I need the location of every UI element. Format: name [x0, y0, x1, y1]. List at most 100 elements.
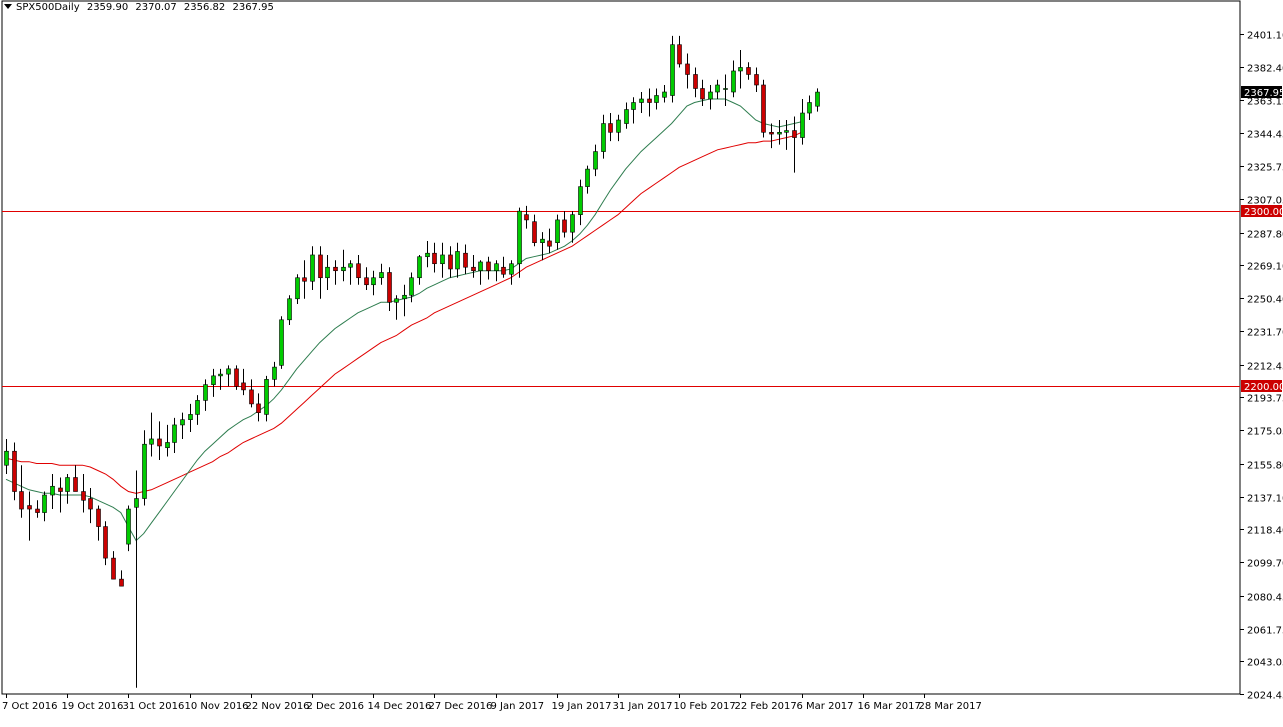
candle-bearish: [157, 438, 162, 447]
candle-bearish: [81, 491, 86, 501]
x-axis-tick-label: 9 Jan 2017: [491, 701, 545, 712]
y-axis-tick-label: 2307.05: [1247, 196, 1283, 207]
x-axis-tick-label: 7 Oct 2016: [2, 701, 57, 712]
candle-bullish: [42, 494, 47, 513]
candle-bullish: [226, 368, 231, 375]
candle-bullish: [578, 186, 583, 215]
candle-bullish: [341, 266, 346, 272]
candle-bullish: [654, 95, 659, 103]
candle-bearish: [486, 261, 491, 272]
y-axis-tick-label: 2269.10: [1247, 262, 1283, 273]
candle-bullish: [815, 91, 820, 107]
candle-bullish: [807, 102, 812, 114]
ohlc-high: 2370.07: [135, 2, 177, 13]
candle-bullish: [624, 109, 629, 124]
candle-bearish: [234, 368, 239, 387]
candle-bearish: [302, 277, 307, 282]
x-axis-tick-label: 22 Feb 2017: [735, 701, 797, 712]
y-axis-tick-label: 2231.70: [1247, 328, 1283, 339]
plot-frame: [1, 0, 1241, 695]
candle-bearish: [647, 98, 652, 103]
candle-bullish: [264, 379, 269, 415]
y-axis-tick-label: 2080.45: [1247, 593, 1283, 604]
candle-bearish: [103, 526, 108, 559]
candle-bearish: [761, 84, 766, 133]
candle-bearish: [792, 130, 797, 138]
y-axis-tick-label: 2382.40: [1247, 64, 1283, 75]
candle-bullish: [777, 132, 782, 135]
candle-bullish: [585, 168, 590, 187]
candle-bearish: [73, 477, 78, 492]
x-axis-tick-label: 19 Oct 2016: [62, 701, 124, 712]
candle-bearish: [700, 88, 705, 100]
candle-bearish: [249, 389, 254, 405]
x-axis-tick-label: 10 Nov 2016: [185, 701, 249, 712]
candle-bullish: [738, 67, 743, 72]
candle-bearish: [364, 277, 369, 286]
chart-header: SPX500Daily 2359.90 2370.07 2356.82 2367…: [4, 2, 278, 13]
y-axis-tick-label: 2024.45: [1247, 691, 1283, 702]
candle-bullish: [50, 485, 55, 496]
candle-bullish: [670, 44, 675, 96]
candle-bearish: [463, 252, 468, 268]
candle-bearish: [387, 272, 392, 303]
candle-bullish: [310, 254, 315, 282]
candle-bullish: [800, 112, 805, 138]
hline-price-tag-label: 2300.00: [1244, 207, 1283, 218]
candle-bearish: [754, 74, 759, 86]
symbol-label: SPX500: [16, 2, 55, 13]
timeframe-label: Daily: [54, 2, 80, 13]
candle-bearish: [333, 266, 338, 272]
x-axis-tick-label: 10 Feb 2017: [674, 701, 736, 712]
candle-bullish: [509, 263, 514, 275]
candle-bearish: [693, 74, 698, 89]
candle-bullish: [371, 277, 376, 286]
candle-bullish: [325, 266, 330, 279]
candle-bullish: [279, 319, 284, 366]
candle-bearish: [685, 63, 690, 75]
candle-bullish: [195, 400, 200, 415]
y-axis-tick-label: 2061.75: [1247, 626, 1283, 637]
candle-bullish: [455, 251, 460, 270]
candle-bullish: [142, 443, 147, 499]
candle-bearish: [532, 221, 537, 243]
y-axis-tick-label: 2175.05: [1247, 427, 1283, 438]
candle-bearish: [27, 505, 32, 510]
hline-price-tag: [1241, 380, 1282, 392]
candle-bullish: [172, 424, 177, 443]
chart-menu-triangle-icon[interactable]: [4, 4, 12, 9]
candle-bearish: [58, 487, 63, 492]
x-axis-tick-label: 31 Oct 2016: [123, 701, 185, 712]
y-axis-tick-label: 2155.80: [1247, 461, 1283, 472]
x-axis-tick-label: 19 Jan 2017: [552, 701, 612, 712]
x-axis-tick-label: 22 Nov 2016: [246, 701, 310, 712]
candle-bullish: [188, 414, 193, 420]
candle-bearish: [12, 450, 17, 492]
current-price-tag: [1241, 86, 1282, 98]
y-axis-tick-label: 2043.05: [1247, 658, 1283, 669]
candle-bullish: [639, 98, 644, 103]
y-axis-tick-label: 2118.40: [1247, 526, 1283, 537]
candle-bullish: [295, 277, 300, 300]
candle-bullish: [593, 151, 598, 170]
candle-bullish: [570, 214, 575, 233]
candle-bullish: [180, 419, 185, 426]
candle-bullish: [409, 277, 414, 296]
candle-bullish: [126, 508, 131, 545]
candle-bearish: [318, 254, 323, 279]
ohlc-low: 2356.82: [183, 2, 226, 13]
candle-bearish: [524, 214, 529, 221]
x-axis-tick-label: 2 Dec 2016: [307, 701, 365, 712]
y-axis-tick-label: 2363.15: [1247, 97, 1283, 108]
candle-bearish: [432, 252, 437, 265]
hline-price-tag-label: 2200.00: [1244, 382, 1283, 393]
candle-bullish: [662, 91, 667, 98]
candle-bullish: [417, 256, 422, 279]
x-axis-tick-label: 27 Dec 2016: [429, 701, 493, 712]
candle-bullish: [402, 294, 407, 300]
candle-bearish: [88, 498, 93, 510]
candle-bullish: [708, 91, 713, 100]
candle-bullish: [784, 130, 789, 133]
